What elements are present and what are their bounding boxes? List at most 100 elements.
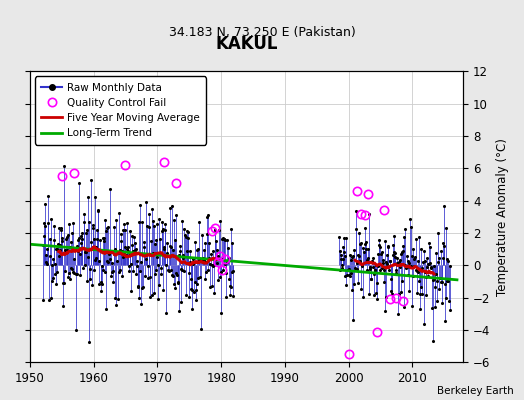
Point — [416, 306, 424, 312]
Point — [436, 274, 444, 281]
Point — [398, 278, 406, 284]
Point — [53, 246, 61, 252]
Point — [402, 253, 411, 259]
Point — [359, 245, 367, 252]
Point — [425, 261, 433, 268]
Point — [366, 264, 374, 270]
Point — [75, 234, 83, 241]
Point — [443, 278, 452, 284]
Point — [444, 258, 452, 264]
Point — [406, 263, 414, 270]
Point — [194, 246, 202, 252]
Point — [86, 276, 95, 282]
Point — [78, 230, 86, 237]
Point — [79, 264, 87, 271]
Point — [162, 310, 170, 317]
Point — [417, 246, 425, 252]
Point — [427, 264, 435, 270]
Point — [137, 301, 145, 308]
Point — [430, 276, 438, 282]
Point — [141, 256, 150, 262]
Point — [415, 234, 423, 240]
Point — [93, 227, 102, 233]
Point — [106, 256, 114, 262]
Point — [113, 257, 121, 264]
Point — [395, 291, 403, 298]
Point — [181, 232, 189, 238]
Point — [210, 290, 218, 296]
Point — [47, 295, 55, 302]
Point — [111, 295, 119, 302]
Point — [337, 256, 345, 262]
Point — [340, 235, 348, 242]
Point — [414, 268, 422, 275]
Point — [438, 279, 446, 286]
Point — [390, 249, 398, 255]
Point — [168, 272, 176, 278]
Point — [419, 258, 427, 265]
Point — [440, 243, 448, 250]
Point — [350, 246, 358, 253]
Point — [228, 240, 236, 246]
Point — [60, 163, 69, 170]
Point — [186, 258, 194, 265]
Point — [102, 228, 110, 234]
Point — [89, 222, 97, 228]
Point — [397, 288, 405, 295]
Point — [386, 258, 394, 264]
Point — [104, 223, 113, 230]
Point — [414, 278, 423, 284]
Point — [201, 240, 209, 246]
Point — [431, 284, 440, 290]
Point — [154, 296, 162, 302]
Point — [190, 289, 198, 295]
Point — [150, 290, 158, 296]
Point — [132, 246, 140, 252]
Point — [170, 217, 178, 223]
Point — [77, 240, 85, 246]
Point — [69, 219, 77, 226]
Point — [189, 256, 197, 262]
Point — [426, 244, 434, 251]
Point — [180, 226, 189, 232]
Point — [381, 308, 389, 314]
Point — [58, 235, 66, 242]
Point — [78, 236, 86, 242]
Point — [126, 251, 134, 257]
Point — [441, 318, 450, 324]
Point — [92, 255, 100, 261]
Point — [435, 286, 444, 292]
Point — [82, 277, 91, 284]
Point — [428, 305, 436, 312]
Text: Berkeley Earth: Berkeley Earth — [437, 386, 514, 396]
Point — [108, 268, 117, 274]
Point — [145, 211, 153, 217]
Point — [149, 218, 157, 224]
Point — [133, 263, 141, 269]
Point — [81, 230, 90, 236]
Point — [395, 259, 403, 266]
Point — [72, 271, 81, 277]
Point — [196, 325, 205, 332]
Point — [220, 236, 228, 242]
Point — [383, 252, 391, 259]
Point — [433, 298, 441, 304]
Point — [211, 227, 219, 233]
Point — [174, 279, 182, 286]
Point — [376, 267, 385, 273]
Point — [375, 236, 383, 243]
Point — [172, 212, 181, 218]
Point — [427, 265, 435, 272]
Point — [49, 275, 58, 281]
Point — [157, 265, 165, 272]
Point — [214, 277, 223, 283]
Point — [226, 291, 234, 298]
Point — [409, 246, 418, 252]
Point — [442, 294, 450, 301]
Point — [369, 254, 377, 261]
Point — [222, 294, 230, 300]
Point — [197, 258, 205, 264]
Point — [175, 308, 183, 314]
Point — [150, 270, 159, 277]
Point — [61, 268, 70, 274]
